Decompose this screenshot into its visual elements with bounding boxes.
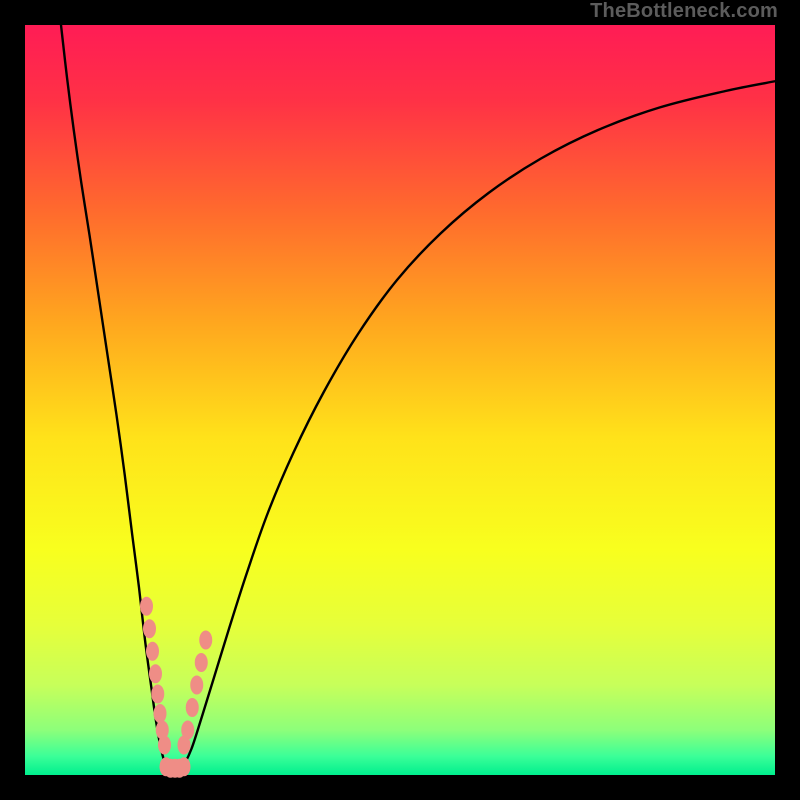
chart-frame: TheBottleneck.com [0, 0, 800, 800]
marker-dot [151, 685, 164, 704]
marker-dot [149, 664, 162, 683]
marker-dot [178, 757, 191, 776]
plot-background [25, 25, 775, 775]
marker-dot [158, 736, 171, 755]
marker-dot [199, 631, 212, 650]
marker-dot [146, 642, 159, 661]
watermark-text: TheBottleneck.com [590, 0, 778, 23]
marker-dot [140, 597, 153, 616]
bottleneck-chart-svg [0, 0, 800, 800]
marker-dot [154, 704, 167, 723]
marker-dot [195, 653, 208, 672]
marker-dot [186, 698, 199, 717]
marker-dot [181, 721, 194, 740]
marker-dot [143, 619, 156, 638]
marker-dot [190, 676, 203, 695]
